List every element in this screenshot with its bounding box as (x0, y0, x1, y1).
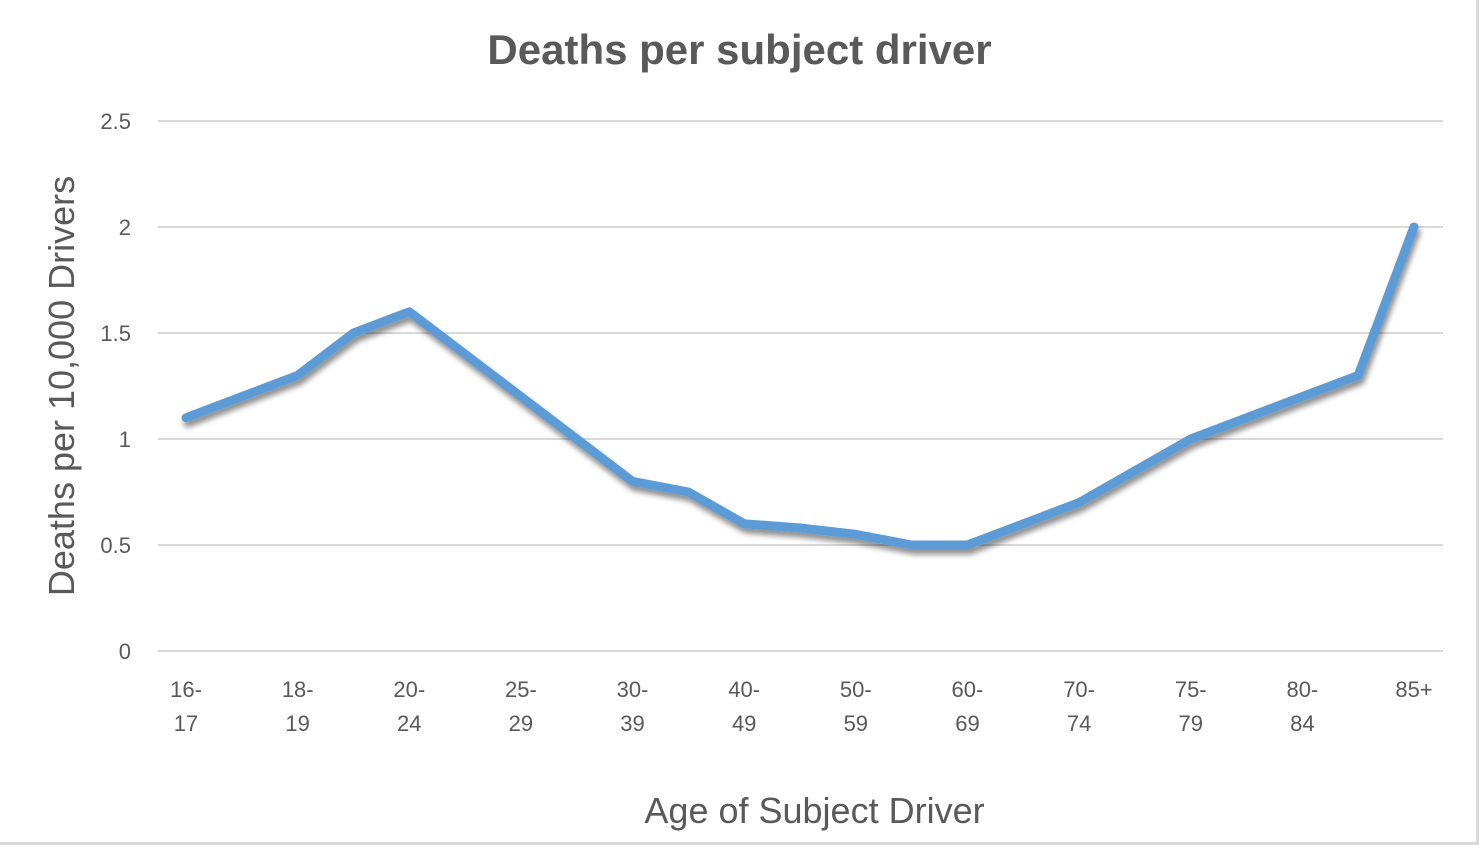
y-tick-label: 1.5 (100, 321, 131, 346)
x-tick-label: 84 (1290, 711, 1314, 736)
x-tick-label: 18- (282, 677, 314, 702)
y-tick-label: 1 (119, 427, 131, 452)
x-tick-label: 79 (1178, 711, 1202, 736)
y-tick-label: 2.5 (100, 109, 131, 134)
x-tick-label: 50- (840, 677, 872, 702)
y-tick-label: 0 (119, 639, 131, 664)
x-tick-label: 60- (952, 677, 984, 702)
chart-title: Deaths per subject driver (487, 26, 992, 73)
x-axis-ticks: 16- 17 18- 19 20- 24 25- 29 30- 39 40- 49 50- 59 60- 69… (170, 677, 1433, 736)
x-tick-label: 25- (505, 677, 537, 702)
x-tick-label: 75- (1175, 677, 1207, 702)
x-tick-label: 69 (955, 711, 979, 736)
y-tick-label: 2 (119, 215, 131, 240)
x-tick-label: 24 (397, 711, 421, 736)
x-tick-label: 30- (617, 677, 649, 702)
x-tick-label: 17 (174, 711, 198, 736)
x-tick-label: 16- (170, 677, 202, 702)
x-axis-label: Age of Subject Driver (644, 790, 985, 831)
x-tick-label: 59 (844, 711, 868, 736)
y-axis-ticks: 0 0.5 1 1.5 2 2.5 (100, 109, 131, 664)
x-tick-label: 40- (728, 677, 760, 702)
x-tick-label: 70- (1063, 677, 1095, 702)
x-tick-label: 29 (509, 711, 533, 736)
data-line (181, 222, 1419, 550)
x-tick-label: 74 (1067, 711, 1091, 736)
x-tick-label: 49 (732, 711, 756, 736)
x-tick-label: 20- (393, 677, 425, 702)
gridlines (158, 120, 1443, 652)
x-tick-label: 39 (620, 711, 644, 736)
x-tick-label: 80- (1286, 677, 1318, 702)
x-tick-label: 19 (285, 711, 309, 736)
x-tick-label: 85+ (1395, 677, 1432, 702)
y-tick-label: 0.5 (100, 533, 131, 558)
